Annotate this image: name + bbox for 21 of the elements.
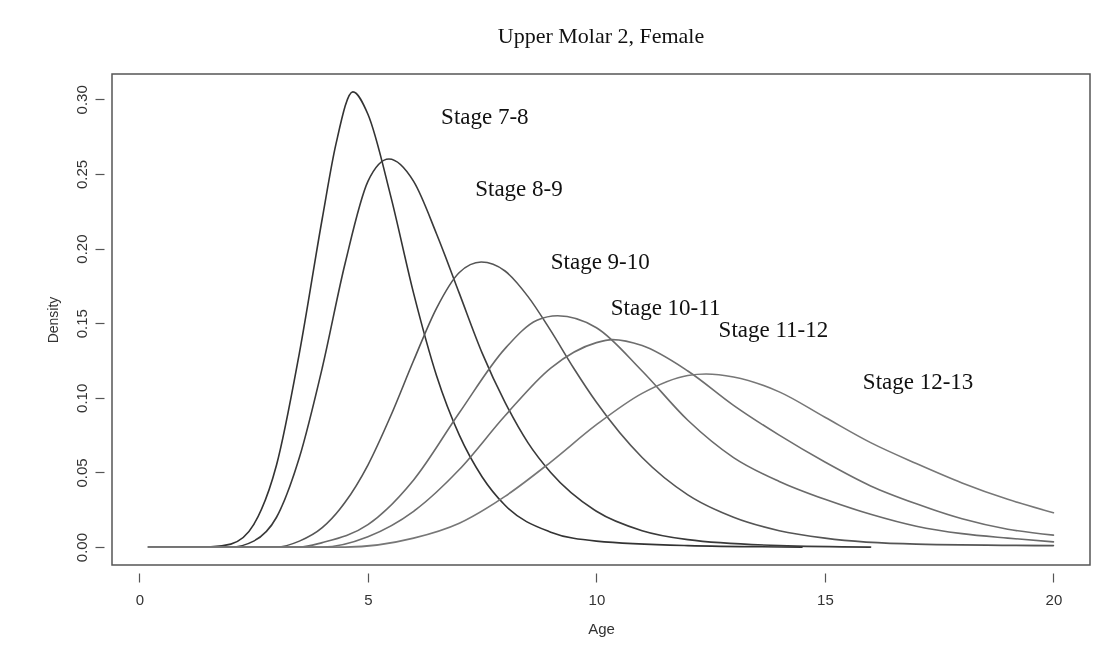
annotation: Stage 10-11 [610,294,721,320]
y-tick-label: 0.25 [72,159,90,190]
x-tick-label: 5 [364,590,373,608]
annotation: Stage 11-12 [718,316,829,342]
y-tick-label: 0.10 [72,383,90,413]
annotation: Stage 9-10 [550,249,650,275]
x-tick-label: 10 [588,590,606,608]
x-tick-label: 20 [1045,590,1063,608]
annotation: Stage 8-9 [475,176,563,202]
y-tick-label: 0.20 [72,234,90,264]
annotation: Stage 12-13 [862,368,974,394]
y-tick-label: 0.15 [72,309,90,339]
x-tick-label: 0 [135,590,145,608]
y-tick-label: 0.00 [72,532,90,563]
chart-title: Upper Molar 2, Female [497,23,705,48]
annotation: Stage 7-8 [441,103,529,129]
y-tick-label: 0.30 [72,85,90,115]
y-axis-title: Density [44,296,61,344]
y-tick-label: 0.05 [72,458,90,488]
x-axis-title: Age [588,619,615,637]
x-tick-label: 15 [817,590,834,608]
